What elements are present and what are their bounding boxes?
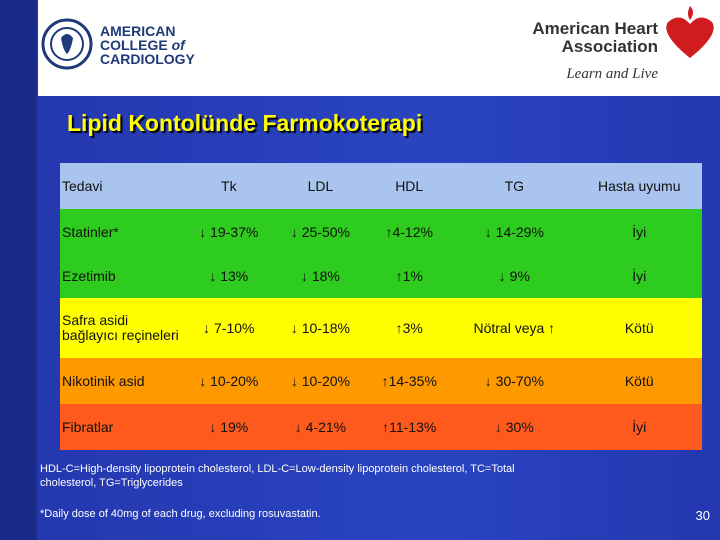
slide-title: Lipid Kontolünde Farmokoterapi xyxy=(67,110,423,136)
lipid-table: Tedavi Tk LDL HDL TG Hasta uyumu Statinler* ↓ 1… xyxy=(60,163,702,450)
acc-line3: CARDIOLOGY xyxy=(100,51,196,67)
column-header: TG xyxy=(452,163,577,209)
table-cell: ↓ 19-37% xyxy=(183,209,275,255)
table-cell: Kötü xyxy=(576,358,702,404)
table-cell: ↓ 7-10% xyxy=(183,298,275,358)
table-row: Ezetimib ↓ 13% ↓ 18% ↑1% ↓ 9% İyi xyxy=(60,255,702,298)
footnote: HDL-C=High-density lipoprotein cholester… xyxy=(40,463,515,489)
table-cell: ↑4-12% xyxy=(366,209,453,255)
drug-name: Safra asidi bağlayıcı reçineleri xyxy=(60,298,183,358)
table-cell: İyi xyxy=(576,255,702,298)
page-number: 30 xyxy=(695,508,710,523)
table-cell: İyi xyxy=(576,404,702,450)
acc-line1: AMERICAN xyxy=(100,23,175,39)
drug-name: Nikotinik asid xyxy=(60,358,183,404)
table-cell: ↓ 30% xyxy=(452,404,577,450)
table-cell: ↓ 18% xyxy=(274,255,367,298)
table-cell: ↑14-35% xyxy=(366,358,453,404)
table-cell: ↓ 10-20% xyxy=(183,358,275,404)
acc-seal-inner xyxy=(50,27,84,61)
table-cell: ↓ 10-18% xyxy=(274,298,367,358)
aha-torch xyxy=(688,6,693,20)
table-cell: ↓ 30-70% xyxy=(452,358,577,404)
table-cell: ↓ 9% xyxy=(452,255,577,298)
aha-tagline: Learn and Live xyxy=(565,66,658,82)
table-cell: ↓ 25-50% xyxy=(274,209,367,255)
table-cell: ↓ 14-29% xyxy=(452,209,577,255)
table-cell: İyi xyxy=(576,209,702,255)
table-cell: ↓ 4-21% xyxy=(274,404,367,450)
table-cell: Kötü xyxy=(576,298,702,358)
aha-heart xyxy=(666,17,714,58)
drug-name: Fibratlar xyxy=(60,404,183,450)
aha-line1: American Heart xyxy=(532,19,658,38)
table-cell: ↑11-13% xyxy=(366,404,453,450)
column-header: HDL xyxy=(366,163,453,209)
table-row: Safra asidi bağlayıcı reçineleri ↓ 7-10% ↓… xyxy=(60,298,702,358)
drug-name: Statinler* xyxy=(60,209,183,255)
table-row: Statinler* ↓ 19-37% ↓ 25-50% ↑4-12% ↓ 14-29%… xyxy=(60,209,702,255)
column-header: Tk xyxy=(183,163,275,209)
table-cell: ↓ 19% xyxy=(183,404,275,450)
drug-name: Ezetimib xyxy=(60,255,183,298)
acc-seal-heart xyxy=(61,34,73,54)
column-header: Tedavi xyxy=(60,163,183,209)
acc-line2: COLLEGE of xyxy=(100,37,186,53)
logos: AMERICAN COLLEGE of CARDIOLOGY American … xyxy=(41,6,714,82)
header-row: Tedavi Tk LDL HDL TG Hasta uyumu xyxy=(60,163,702,209)
table-cell: ↓ 13% xyxy=(183,255,275,298)
table-cell: ↓ 10-20% xyxy=(274,358,367,404)
column-header: Hasta uyumu xyxy=(576,163,702,209)
table-cell: ↑1% xyxy=(366,255,453,298)
logo-band: AMERICAN COLLEGE of CARDIOLOGY American … xyxy=(38,0,720,96)
footnote: *Daily dose of 40mg of each drug, exclud… xyxy=(40,508,321,520)
table-cell: ↑3% xyxy=(366,298,453,358)
aha-line2: Association xyxy=(562,37,658,56)
table-row: Fibratlar ↓ 19% ↓ 4-21% ↑11-13% ↓ 30% İyi xyxy=(60,404,702,450)
table-row: Nikotinik asid ↓ 10-20% ↓ 10-20% ↑14-35% ↓ 3… xyxy=(60,358,702,404)
table-cell: Nötral veya ↑ xyxy=(452,298,577,358)
column-header: LDL xyxy=(274,163,367,209)
